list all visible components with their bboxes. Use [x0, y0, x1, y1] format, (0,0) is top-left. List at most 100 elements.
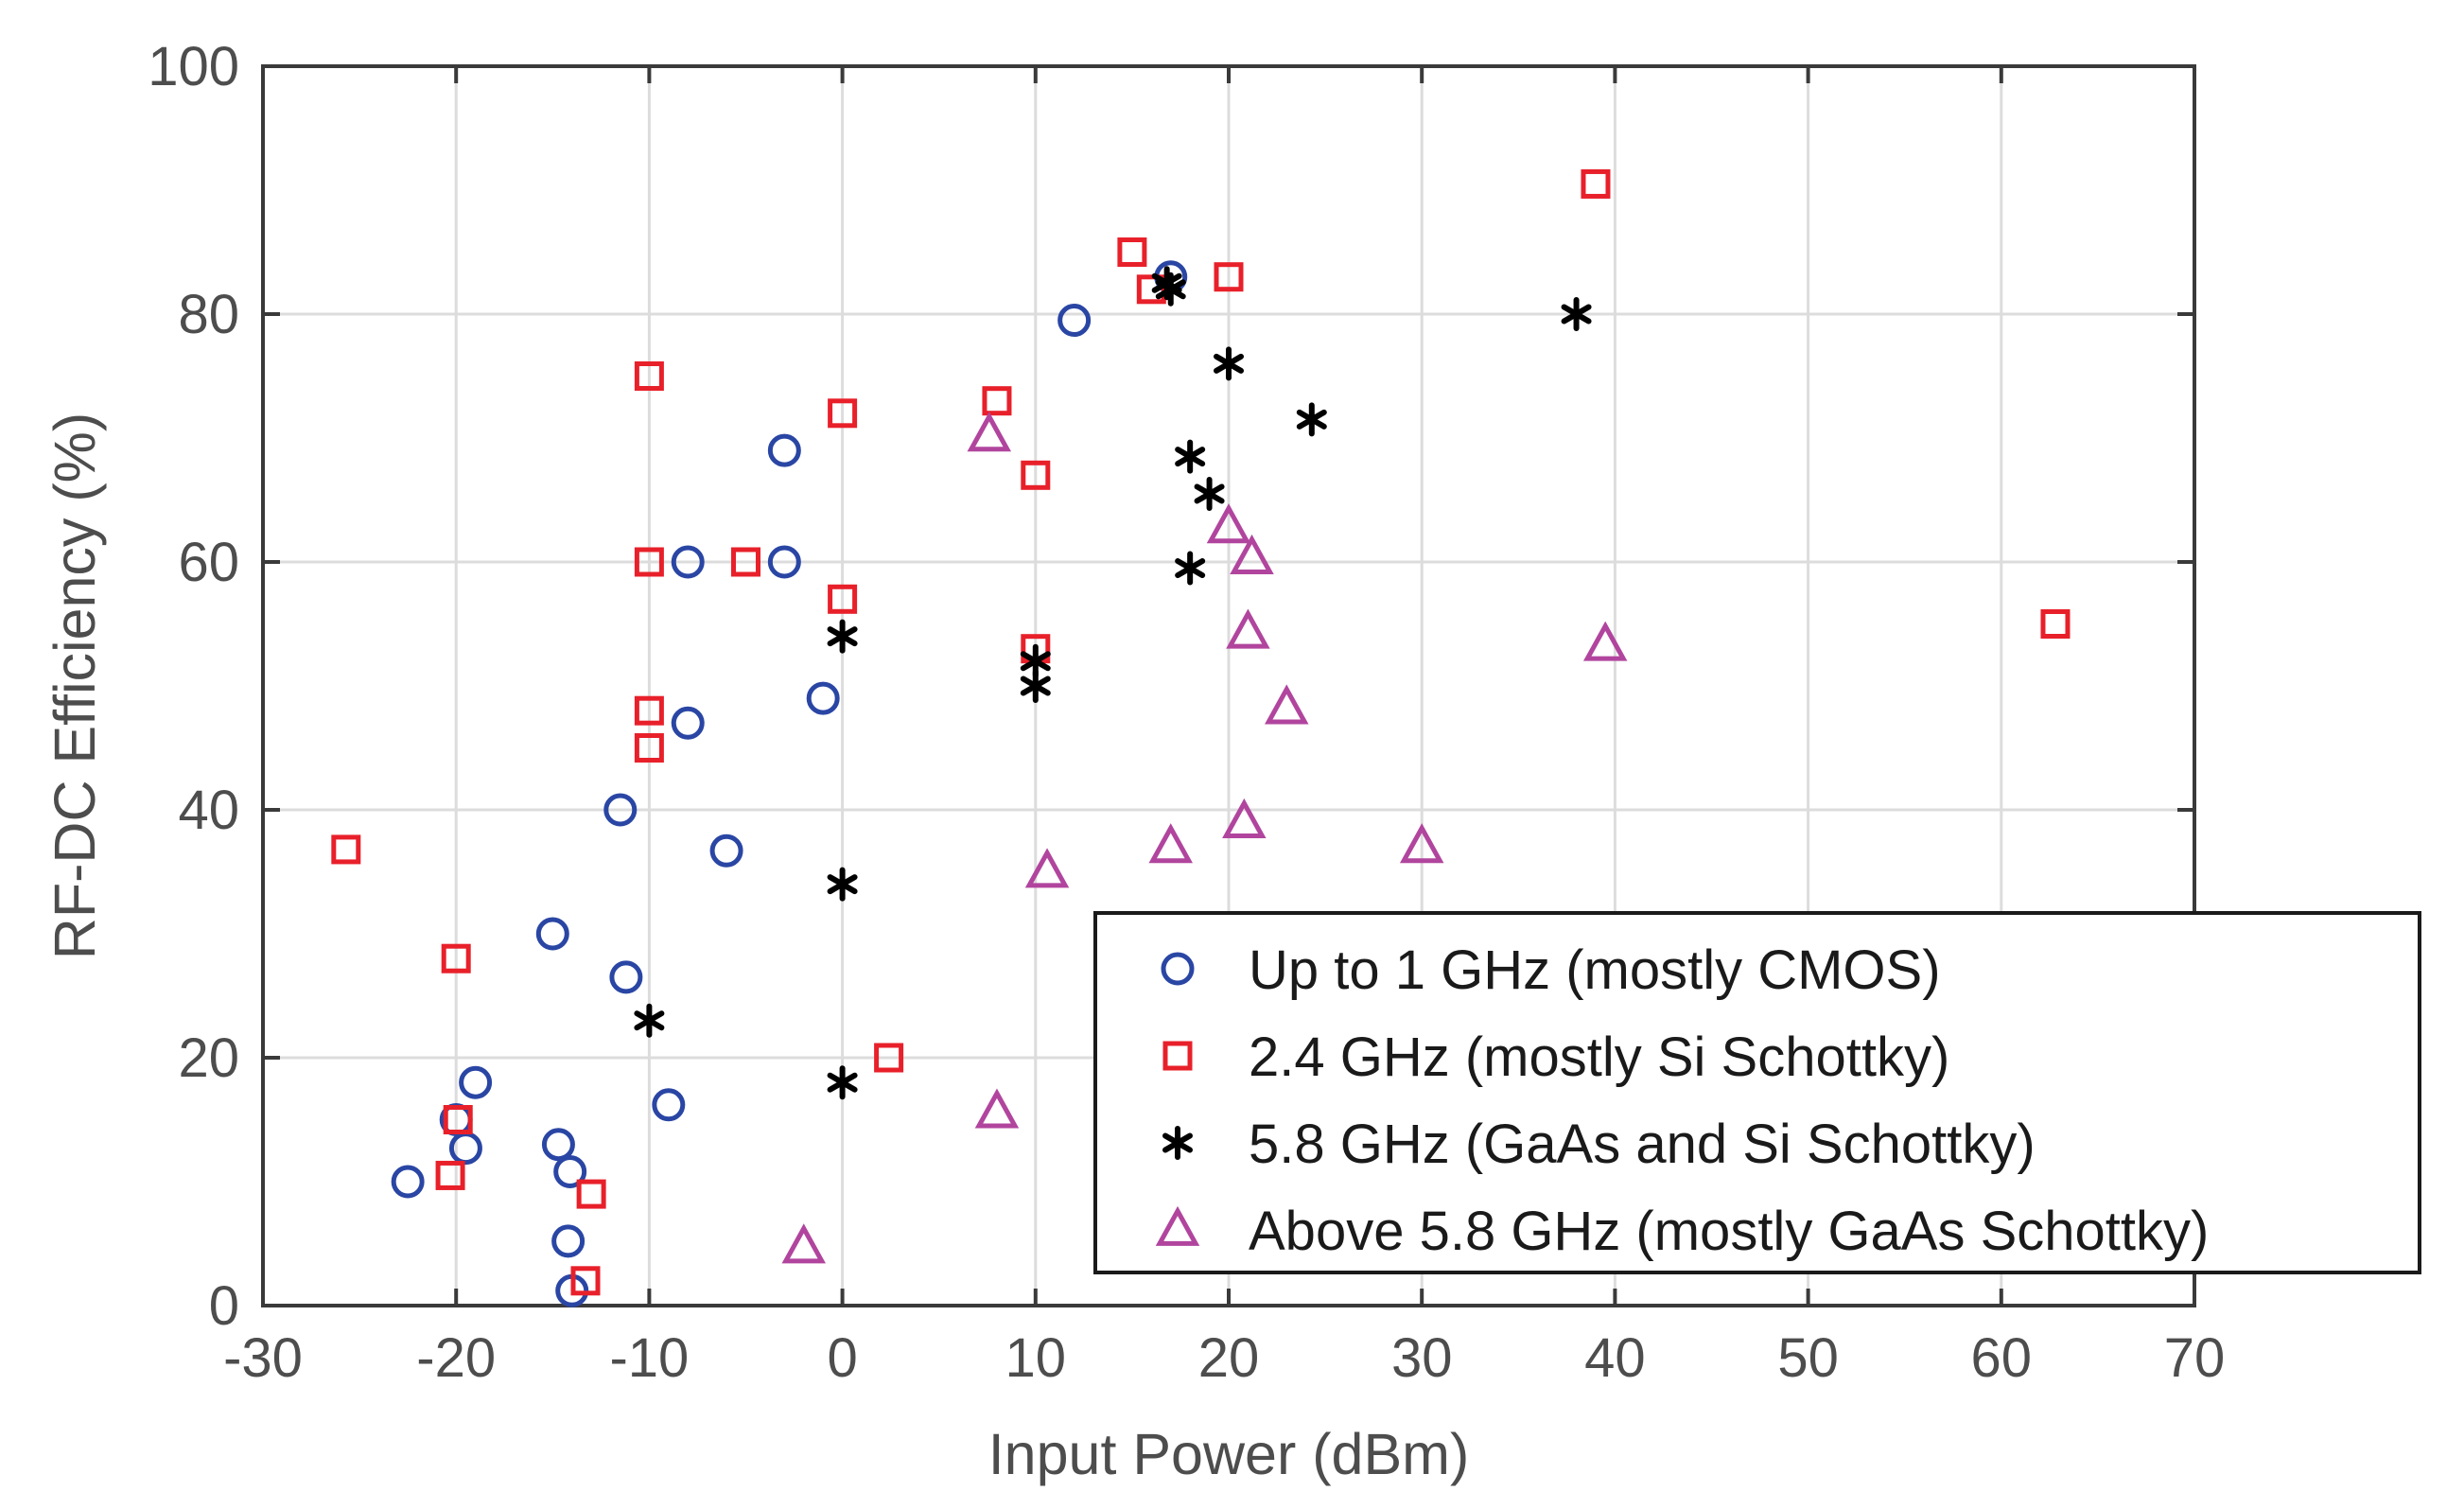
data-point-asterisk: [827, 867, 858, 902]
data-point-square: [828, 398, 858, 429]
data-point-circle: [767, 433, 801, 467]
data-point-circle: [541, 1128, 575, 1162]
legend-marker-triangle: [1155, 1205, 1200, 1246]
data-point-circle: [671, 706, 705, 740]
legend-marker-asterisk-shape: [1162, 1126, 1193, 1160]
data-points: [331, 168, 2071, 1307]
data-point-square: [634, 733, 664, 763]
data-point-circle: [535, 917, 569, 951]
legend-entry-series-1: Up to 1 GHz (mostly CMOS): [1161, 939, 1941, 1001]
data-point-square: [731, 547, 760, 577]
legend-label-series-3: 5.8 GHz (GaAs and Si Schottky): [1249, 1114, 2036, 1175]
data-point-circle: [709, 833, 743, 868]
data-point-triangle: [1222, 798, 1267, 838]
legend-marker-circle: [1161, 952, 1195, 986]
data-point-square: [1021, 460, 1051, 490]
data-point-square: [2040, 609, 2071, 639]
data-point-circle: [652, 1088, 686, 1122]
legend-marker-triangle-shape: [1155, 1205, 1200, 1246]
data-point-triangle: [974, 1088, 1020, 1129]
data-point-square: [982, 386, 1012, 416]
x-tick-label: 50: [1777, 1327, 1839, 1389]
y-tick-label: 20: [178, 1027, 239, 1089]
data-point-square: [634, 361, 664, 391]
data-point-square: [1117, 237, 1147, 267]
data-point-square: [634, 547, 664, 577]
x-tick-label: 10: [1005, 1327, 1067, 1389]
y-tick-label: 80: [178, 284, 239, 345]
legend-label-series-1: Up to 1 GHz (mostly CMOS): [1249, 939, 1941, 1001]
data-point-circle: [671, 545, 705, 579]
tick-labels: -30 -20 -10 0 10 20 30 40 50 60 70 0 20 40 60 80 100: [148, 36, 2225, 1389]
data-point-circle: [603, 793, 638, 827]
x-tick-label: 60: [1971, 1327, 2033, 1389]
data-point-asterisk: [1175, 551, 1206, 586]
data-point-asterisk: [1175, 439, 1206, 474]
y-tick-label: 100: [148, 36, 239, 97]
legend-label-series-4: Above 5.8 GHz (mostly GaAs Schottky): [1249, 1201, 2209, 1262]
legend-marker-square-shape: [1162, 1041, 1193, 1071]
y-tick-label: 0: [209, 1275, 239, 1337]
data-point-circle: [459, 1065, 493, 1099]
y-tick-label: 60: [178, 532, 239, 593]
series-2-square-points: [331, 168, 2071, 1296]
y-axis-title: RF-DC Efficiency (%): [43, 412, 107, 959]
legend-marker-square: [1162, 1041, 1193, 1071]
data-point-square: [1136, 274, 1166, 305]
data-point-circle: [767, 545, 801, 579]
data-point-square: [874, 1043, 904, 1073]
x-tick-label: 30: [1391, 1327, 1453, 1389]
legend-entry-series-2: 2.4 GHz (mostly Si Schottky): [1162, 1026, 1949, 1088]
data-point-circle: [391, 1165, 425, 1199]
data-point-circle: [553, 1155, 587, 1189]
data-point-triangle: [1582, 621, 1628, 661]
legend-box: [1093, 911, 2421, 1274]
data-point-triangle: [1226, 608, 1270, 649]
legend-label-series-2: 2.4 GHz (mostly Si Schottky): [1249, 1026, 1949, 1088]
data-point-triangle: [1206, 503, 1251, 544]
legend: Up to 1 GHz (mostly CMOS) 2.4 GHz (mostl…: [1093, 911, 2421, 1274]
data-point-square: [331, 834, 361, 865]
x-tick-label: 40: [1584, 1327, 1646, 1389]
series-3-asterisk-points: [634, 266, 1592, 1100]
legend-entry-series-3: 5.8 GHz (GaAs and Si Schottky): [1162, 1114, 2036, 1175]
x-tick-label: -30: [223, 1327, 303, 1389]
x-tick-label: -20: [416, 1327, 496, 1389]
y-tick-label: 40: [178, 780, 239, 841]
x-tick-label: 0: [827, 1327, 857, 1389]
x-tick-label: 70: [2164, 1327, 2226, 1389]
x-tick-label: -10: [609, 1327, 689, 1389]
data-point-asterisk: [1296, 402, 1327, 437]
data-point-asterisk: [1155, 272, 1186, 307]
data-point-triangle: [1265, 684, 1309, 725]
data-point-circle: [551, 1224, 585, 1258]
data-point-triangle: [967, 412, 1012, 452]
plot-frame: [261, 64, 2196, 1307]
data-point-circle: [806, 681, 840, 715]
data-point-square: [828, 584, 858, 614]
data-point-triangle: [1230, 534, 1274, 574]
data-point-triangle: [1024, 848, 1070, 888]
data-point-triangle: [781, 1223, 826, 1264]
data-point-square: [443, 1105, 473, 1134]
data-point-asterisk: [1561, 297, 1592, 331]
data-point-asterisk: [634, 1003, 665, 1038]
data-point-triangle: [1399, 823, 1444, 864]
data-point-circle: [609, 960, 643, 994]
data-point-square: [570, 1266, 601, 1296]
data-point-asterisk: [827, 619, 858, 654]
series-4-triangle-points: [781, 412, 1628, 1264]
data-point-square: [1581, 168, 1611, 199]
data-point-triangle: [1148, 823, 1193, 864]
data-point-asterisk: [1194, 476, 1225, 511]
data-point-square: [435, 1160, 465, 1190]
x-tick-label: 20: [1198, 1327, 1260, 1389]
legend-marker-circle-shape: [1161, 952, 1195, 986]
data-point-asterisk: [1214, 346, 1244, 381]
data-point-asterisk: [1020, 669, 1051, 703]
data-point-square: [1214, 262, 1244, 292]
legend-marker-asterisk: [1162, 1126, 1193, 1160]
data-point-square: [441, 943, 471, 974]
data-point-square: [576, 1179, 606, 1209]
